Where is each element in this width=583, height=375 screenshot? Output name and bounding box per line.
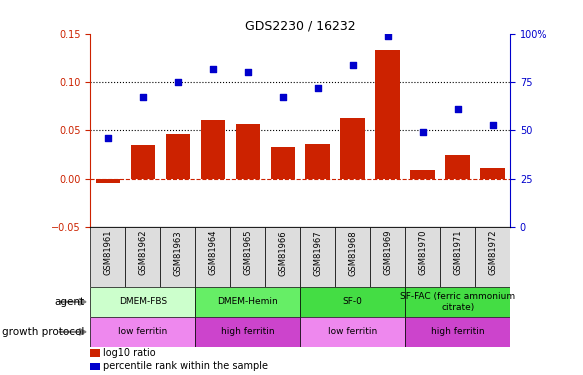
Bar (335, 227, 370, 287)
Bar (305, 144, 330, 178)
Bar (131, 145, 155, 178)
Bar (300, 227, 335, 287)
Point (313, 85, 322, 91)
Text: GSM81964: GSM81964 (208, 230, 217, 275)
Text: SF-0: SF-0 (343, 297, 363, 306)
Bar (236, 123, 260, 178)
Bar (201, 120, 225, 178)
Text: GSM81970: GSM81970 (418, 230, 427, 275)
Point (278, 94, 287, 100)
Text: GSM81962: GSM81962 (138, 230, 147, 275)
Bar (440, 227, 475, 287)
Text: GSM81961: GSM81961 (103, 230, 113, 275)
Text: GSM81968: GSM81968 (348, 230, 357, 276)
Bar (370, 227, 405, 287)
Bar (405, 317, 510, 347)
Point (348, 62, 357, 68)
Text: agent: agent (54, 297, 85, 307)
Text: SF-FAC (ferric ammonium
citrate): SF-FAC (ferric ammonium citrate) (400, 292, 515, 312)
Text: GSM81967: GSM81967 (313, 230, 322, 276)
Text: GSM81971: GSM81971 (453, 230, 462, 275)
Text: GSM81966: GSM81966 (278, 230, 287, 276)
Bar (405, 287, 510, 317)
Bar (160, 227, 195, 287)
Point (243, 69, 252, 75)
Bar (195, 227, 230, 287)
Bar (96, 178, 120, 183)
Title: GDS2230 / 16232: GDS2230 / 16232 (245, 20, 356, 33)
Point (208, 66, 217, 72)
Bar (166, 134, 190, 178)
Bar (90, 350, 100, 357)
Bar (90, 317, 195, 347)
Text: percentile rank within the sample: percentile rank within the sample (103, 362, 268, 371)
Text: growth protocol: growth protocol (2, 327, 85, 337)
Point (453, 106, 462, 112)
Text: GSM81965: GSM81965 (243, 230, 252, 275)
Bar (475, 227, 510, 287)
Bar (300, 317, 405, 347)
Point (103, 135, 113, 141)
Bar (90, 363, 100, 370)
Point (383, 33, 392, 39)
Text: low ferritin: low ferritin (118, 327, 167, 336)
Text: DMEM-FBS: DMEM-FBS (119, 297, 167, 306)
Text: high ferritin: high ferritin (431, 327, 484, 336)
Bar (195, 317, 300, 347)
Bar (195, 287, 300, 317)
Text: DMEM-Hemin: DMEM-Hemin (217, 297, 278, 306)
Text: GSM81969: GSM81969 (383, 230, 392, 275)
Bar (125, 227, 160, 287)
Text: log10 ratio: log10 ratio (103, 348, 156, 358)
Text: GSM81963: GSM81963 (173, 230, 182, 276)
Bar (90, 227, 125, 287)
Text: low ferritin: low ferritin (328, 327, 377, 336)
Bar (300, 287, 405, 317)
Bar (375, 50, 400, 178)
Point (488, 122, 497, 128)
Bar (405, 227, 440, 287)
Bar (265, 227, 300, 287)
Bar (230, 227, 265, 287)
Text: high ferritin: high ferritin (221, 327, 275, 336)
Bar (410, 170, 435, 178)
Point (418, 129, 427, 135)
Text: GSM81972: GSM81972 (488, 230, 497, 275)
Bar (340, 118, 365, 178)
Point (173, 79, 182, 85)
Bar (90, 287, 195, 317)
Point (138, 94, 147, 100)
Bar (480, 168, 505, 178)
Bar (445, 155, 470, 178)
Bar (271, 147, 295, 178)
